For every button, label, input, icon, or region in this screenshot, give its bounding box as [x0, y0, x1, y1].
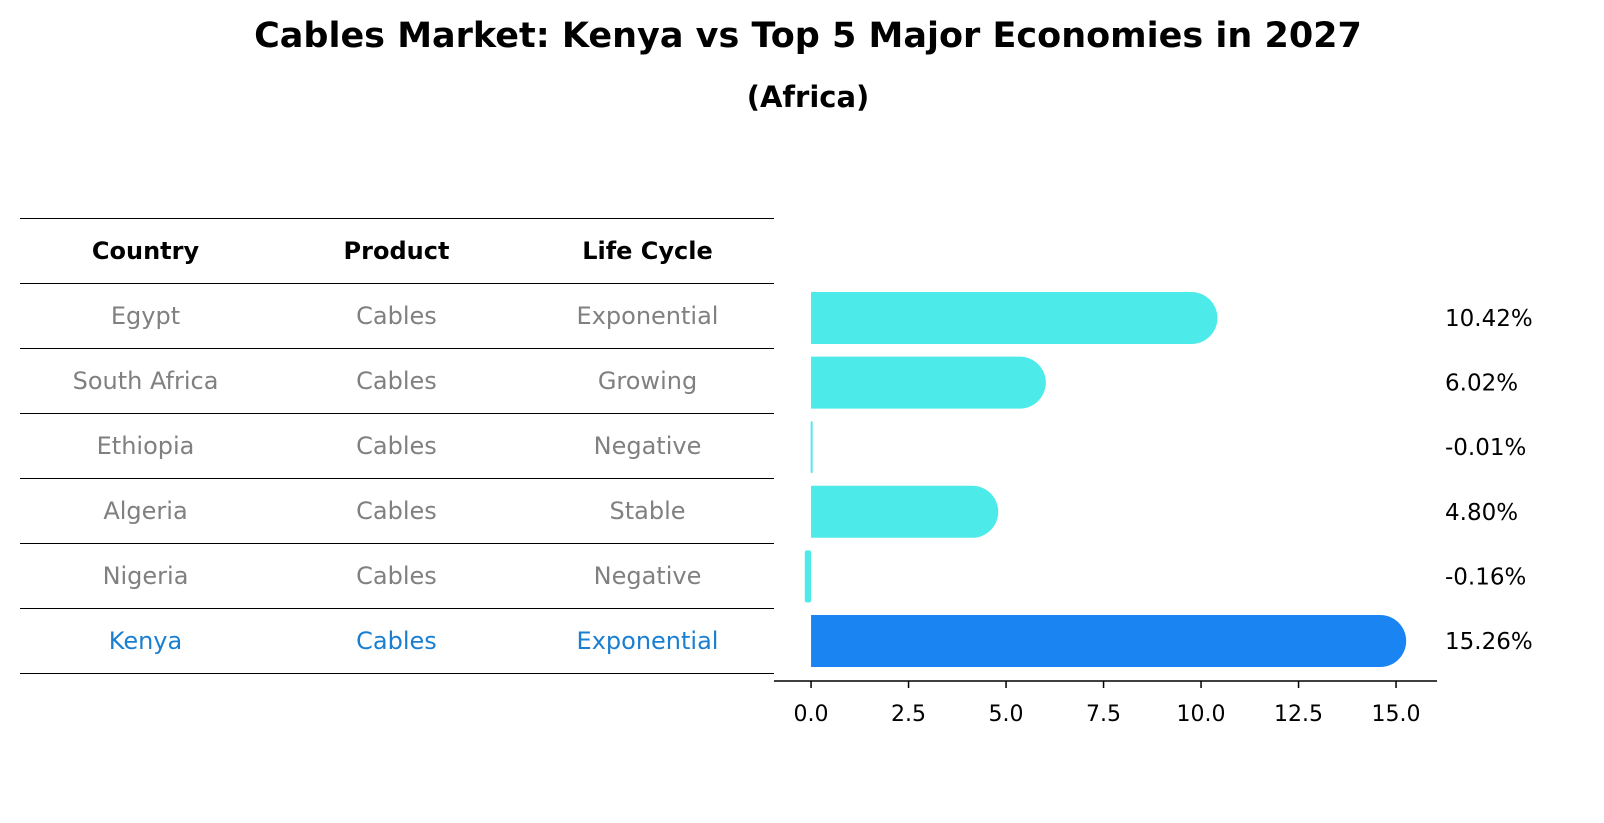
life-cycle-cell: Exponential — [576, 627, 719, 655]
bar-kenya — [811, 615, 1407, 667]
bar-ethiopia — [810, 421, 813, 474]
bar-south-africa — [811, 356, 1046, 409]
country-cell: Kenya — [108, 627, 183, 655]
bar-nigeria — [804, 550, 812, 603]
life-cycle-cell: Stable — [609, 497, 686, 525]
x-tick-label: 7.5 — [1086, 702, 1121, 727]
product-cell: Cables — [356, 432, 437, 460]
x-tick-label: 5.0 — [989, 702, 1024, 727]
header-country: Country — [91, 237, 200, 265]
country-cell: Algeria — [103, 497, 188, 525]
value-label: 4.80% — [1445, 500, 1518, 526]
product-cell: Cables — [356, 367, 437, 395]
product-cell: Cables — [356, 497, 437, 525]
value-label: -0.16% — [1445, 564, 1526, 590]
value-label: 15.26% — [1445, 629, 1533, 655]
chart-subtitle: (Africa) — [746, 80, 870, 114]
table-row: Nigeria Cables Negative — [20, 544, 774, 609]
product-cell: Cables — [356, 562, 437, 590]
x-tick-label: 0.0 — [794, 702, 829, 727]
table-row: South Africa Cables Growing — [20, 349, 774, 414]
bar-egypt — [811, 292, 1218, 344]
header-product: Product — [343, 237, 450, 265]
value-label: 6.02% — [1445, 371, 1518, 397]
header-life-cycle: Life Cycle — [582, 237, 713, 265]
table-row: Egypt Cables Exponential — [20, 284, 774, 349]
value-label: 10.42% — [1445, 306, 1533, 332]
product-cell: Cables — [356, 627, 437, 655]
country-cell: Egypt — [110, 302, 181, 330]
x-tick-label: 10.0 — [1177, 702, 1226, 727]
life-cycle-cell: Exponential — [576, 302, 719, 330]
life-cycle-cell: Negative — [593, 562, 702, 590]
table-header-row: Country Product Life Cycle — [20, 218, 774, 284]
table-row: Algeria Cables Stable — [20, 479, 774, 544]
x-tick-label: 12.5 — [1274, 702, 1323, 727]
x-tick-label: 2.5 — [891, 702, 926, 727]
table-row: Ethiopia Cables Negative — [20, 414, 774, 479]
bar-algeria — [811, 485, 999, 538]
life-cycle-cell: Growing — [597, 367, 698, 395]
product-cell: Cables — [356, 302, 437, 330]
x-tick-label: 15.0 — [1372, 702, 1421, 727]
country-cell: South Africa — [72, 367, 219, 395]
country-cell: Nigeria — [102, 562, 189, 590]
market-table: Country Product Life Cycle Egypt Cables … — [20, 218, 774, 674]
country-cell: Ethiopia — [96, 432, 195, 460]
value-label: -0.01% — [1445, 435, 1526, 461]
chart-title: Cables Market: Kenya vs Top 5 Major Econ… — [254, 16, 1362, 56]
life-cycle-cell: Negative — [593, 432, 702, 460]
table-row-highlight: Kenya Cables Exponential — [20, 609, 774, 674]
